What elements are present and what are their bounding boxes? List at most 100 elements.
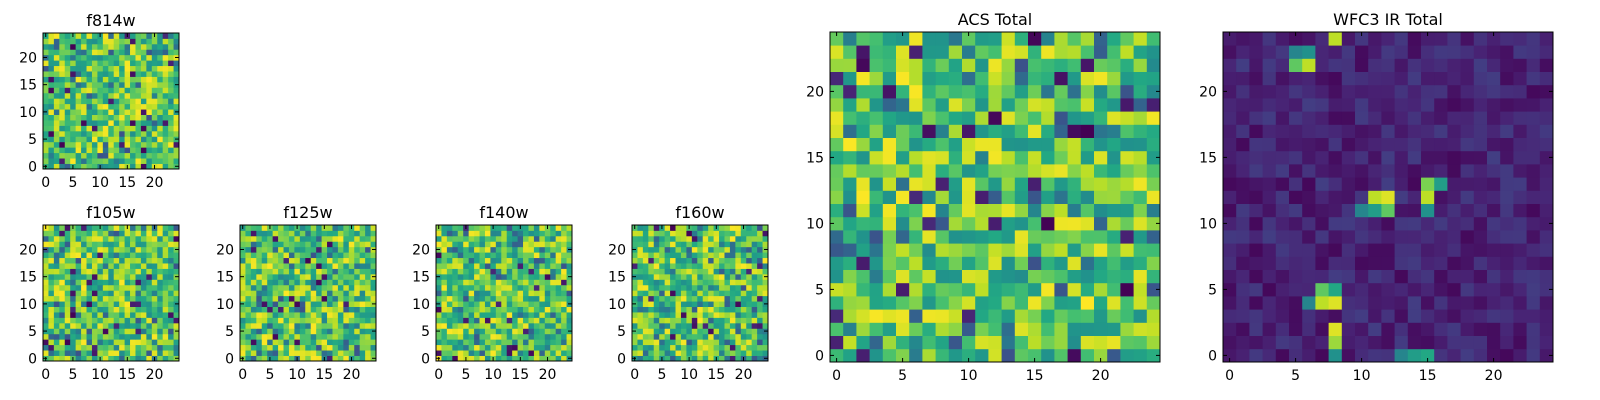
heatmap-cell (1447, 58, 1461, 72)
heatmap-cell (272, 295, 279, 302)
heatmap-cell (561, 246, 567, 253)
heatmap-cell (686, 312, 693, 318)
heatmap-cell (135, 235, 142, 242)
heatmap-cell (1107, 84, 1121, 99)
heatmap-cell (1146, 177, 1161, 191)
heatmap-cell (146, 109, 153, 115)
heatmap-cell (452, 241, 459, 248)
heatmap-cell (1275, 45, 1290, 59)
heatmap-cell (75, 230, 82, 237)
heatmap-cell (108, 246, 115, 253)
heatmap-cell (555, 312, 562, 318)
heatmap-cell (659, 241, 666, 248)
heatmap-cell (830, 348, 844, 363)
heatmap-cell (140, 350, 147, 356)
heatmap-cell (1473, 177, 1488, 191)
heatmap-cell (64, 344, 71, 351)
heatmap-cell (283, 230, 290, 237)
heatmap-cell (495, 322, 502, 329)
heatmap-cell (240, 230, 246, 237)
heatmap-cell (91, 339, 98, 346)
heatmap-cell (670, 241, 676, 248)
heatmap-cell (1407, 150, 1422, 165)
heatmap-cell (157, 43, 164, 50)
heatmap-cell (135, 246, 142, 253)
heatmap-cell (119, 103, 125, 110)
heatmap-cell (1447, 309, 1461, 323)
heatmap-cell (735, 350, 742, 356)
heatmap-cell (1421, 230, 1435, 244)
heatmap-cell (948, 137, 963, 152)
heatmap-cell (757, 225, 763, 231)
heatmap-cell (490, 306, 497, 313)
heatmap-cell (1487, 124, 1501, 138)
heatmap-cell (81, 301, 87, 307)
heatmap-cell (1120, 58, 1134, 72)
heatmap-cell (162, 290, 169, 297)
heatmap-cell (490, 328, 497, 335)
heatmap-cell (1133, 124, 1148, 138)
heatmap-cell (245, 290, 252, 297)
heatmap-cell (250, 295, 257, 302)
heatmap-cell (53, 141, 60, 148)
heatmap-cell (735, 225, 742, 231)
heatmap-cell (102, 230, 109, 237)
heatmap-cell (272, 284, 279, 291)
heatmap-cell (124, 38, 131, 45)
heatmap-cell (675, 257, 682, 264)
heatmap-cell (70, 76, 77, 83)
heatmap-cell (1262, 309, 1277, 323)
heatmap-cell (64, 109, 71, 115)
heatmap-cell (124, 230, 131, 237)
y-tick-label: 5 (1208, 282, 1217, 298)
heatmap-cell (168, 235, 174, 242)
heatmap-cell (539, 235, 546, 242)
heatmap-cell (1054, 45, 1068, 59)
heatmap-cell (474, 279, 480, 286)
heatmap-cell (124, 235, 131, 242)
heatmap-cell (64, 130, 71, 137)
heatmap-cell (517, 312, 524, 318)
heatmap-cell (484, 317, 491, 324)
heatmap-cell (59, 235, 66, 242)
heatmap-cell (124, 81, 131, 88)
heatmap-cell (1434, 309, 1448, 323)
heatmap-cell (757, 230, 763, 237)
heatmap-cell (1341, 348, 1356, 363)
heatmap-cell (664, 230, 671, 237)
y-tick-label: 20 (608, 243, 626, 259)
heatmap-cell (909, 58, 923, 72)
heatmap-cell (1236, 282, 1250, 297)
heatmap-cell (162, 71, 169, 77)
heatmap-cell (316, 279, 322, 286)
heatmap-cell (457, 344, 464, 351)
heatmap-cell (1394, 84, 1409, 99)
heatmap-cell (1133, 150, 1148, 165)
heatmap-cell (544, 312, 551, 318)
heatmap-cell (1146, 137, 1161, 152)
heatmap-cell (501, 263, 508, 269)
heatmap-cell (272, 344, 279, 351)
heatmap-cell (157, 87, 164, 94)
heatmap-cell (64, 241, 71, 248)
heatmap-cell (830, 98, 844, 112)
heatmap-cell (1249, 348, 1263, 363)
heatmap-cell (168, 163, 174, 170)
heatmap-cell (1526, 190, 1541, 204)
heatmap-cell (909, 137, 923, 152)
heatmap-cell (151, 103, 158, 110)
heatmap-cell (495, 257, 502, 264)
heatmap-cell (1368, 203, 1382, 218)
heatmap-cell (1001, 98, 1016, 112)
heatmap-cell (162, 125, 169, 132)
heatmap-cell (719, 290, 725, 297)
heatmap-cell (283, 322, 290, 329)
heatmap-cell (146, 125, 153, 132)
heatmap-cell (48, 230, 55, 237)
heatmap-cell (86, 65, 93, 72)
heatmap-cell (157, 306, 164, 313)
heatmap-cell (140, 328, 147, 335)
heatmap-cell (130, 230, 136, 237)
heatmap-cell (97, 257, 104, 264)
heatmap-cell (1355, 45, 1369, 59)
